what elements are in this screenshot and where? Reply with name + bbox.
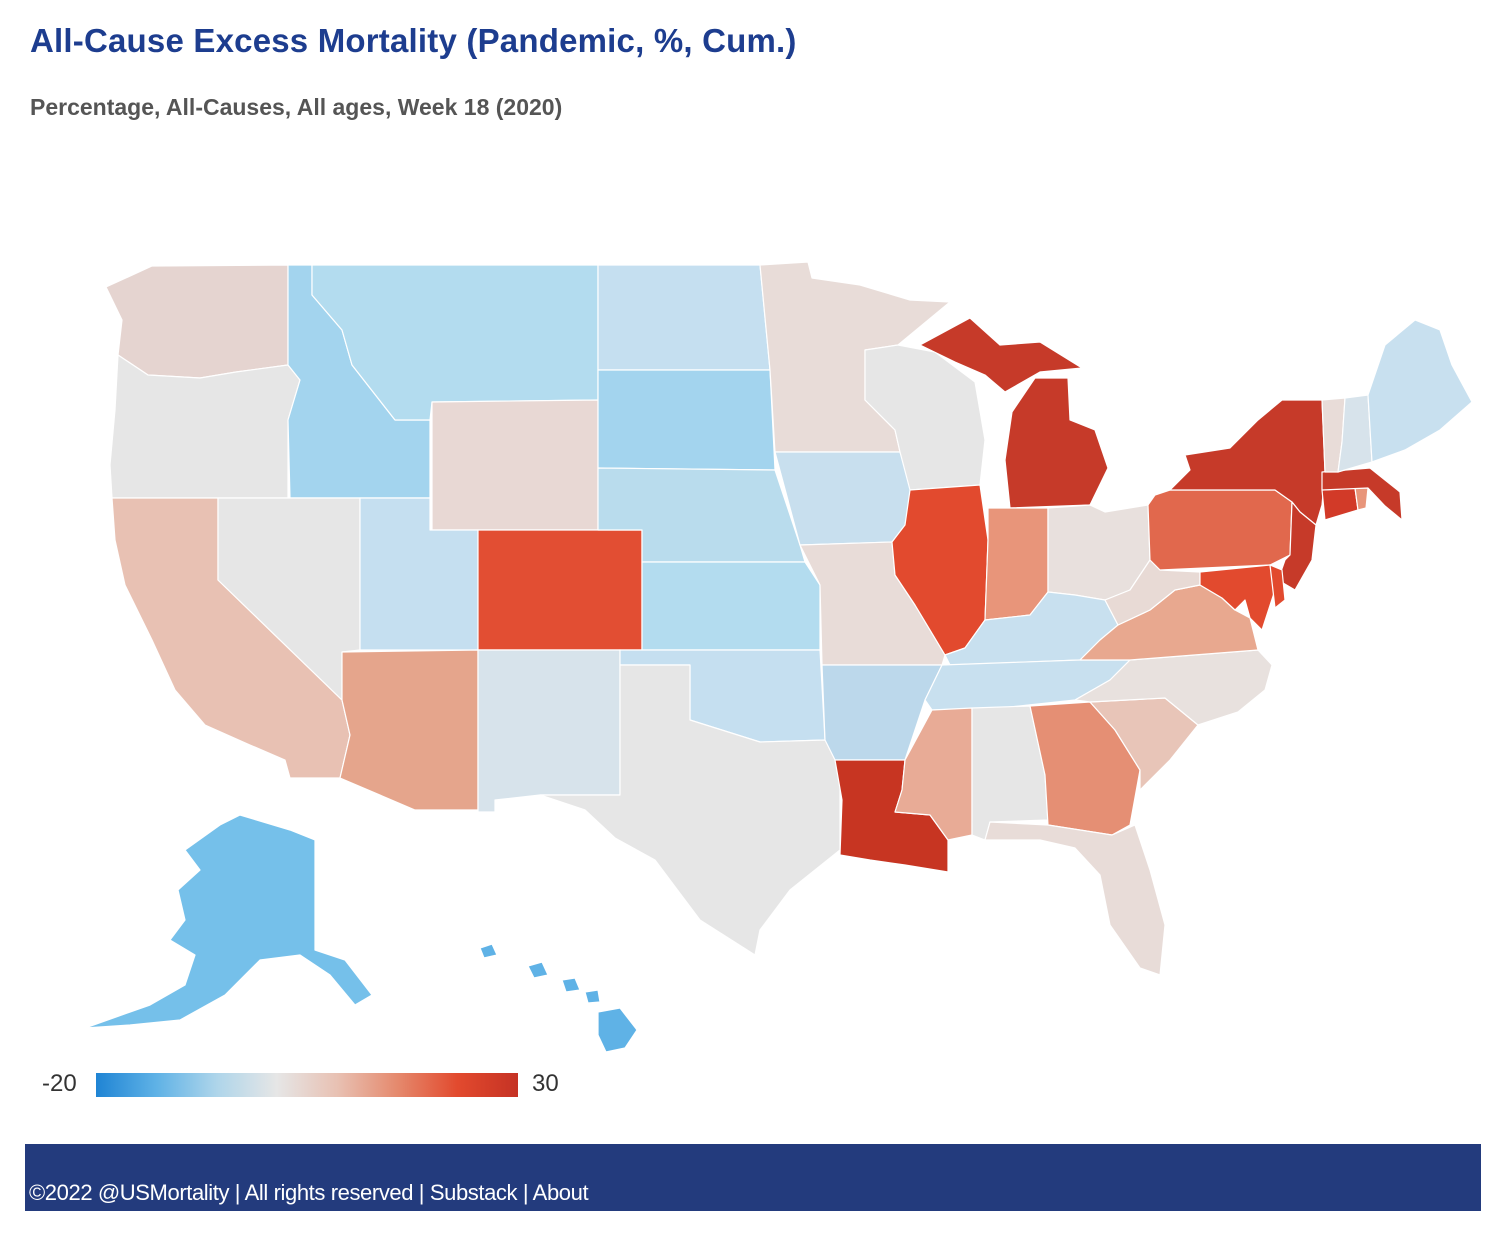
footer-copyright: ©2022 @USMortality — [29, 1180, 230, 1205]
footer-separator: | — [517, 1180, 533, 1205]
state-wa[interactable] — [105, 264, 289, 379]
state-az[interactable] — [339, 649, 479, 811]
page-title: All-Cause Excess Mortality (Pandemic, %,… — [30, 22, 797, 59]
state-tx[interactable] — [539, 664, 841, 956]
legend-gradient-bar — [96, 1073, 518, 1097]
state-hi[interactable] — [479, 943, 638, 1053]
state-nj[interactable] — [1277, 501, 1317, 591]
state-nm[interactable] — [477, 649, 621, 813]
legend-max-label: 30 — [532, 1070, 559, 1097]
legend-color-scale — [96, 1073, 518, 1097]
state-ks[interactable] — [641, 561, 821, 651]
state-co[interactable] — [477, 529, 643, 651]
state-nh[interactable] — [1337, 394, 1373, 473]
state-sd[interactable] — [597, 369, 776, 471]
state-wy[interactable] — [431, 399, 599, 531]
page-subtitle: Percentage, All-Causes, All ages, Week 1… — [30, 94, 563, 120]
state-pa[interactable] — [1147, 489, 1293, 571]
state-ma[interactable] — [1321, 467, 1403, 521]
state-ri[interactable] — [1354, 487, 1369, 511]
state-ct[interactable] — [1321, 487, 1359, 521]
state-nc[interactable] — [1074, 649, 1273, 726]
footer-text: ©2022 @USMortality | All rights reserved… — [29, 1180, 589, 1206]
state-mi[interactable] — [919, 317, 1109, 509]
state-de[interactable] — [1269, 564, 1286, 609]
footer-about-link[interactable]: About — [532, 1180, 589, 1205]
footer: ©2022 @USMortality | All rights reserved… — [25, 1144, 1481, 1211]
legend-min-label: -20 — [42, 1070, 77, 1097]
state-ak[interactable] — [84, 814, 373, 1029]
state-fl[interactable] — [984, 821, 1166, 976]
state-nd[interactable] — [597, 264, 771, 371]
footer-separator: | — [229, 1180, 245, 1205]
footer-separator: | — [413, 1180, 430, 1205]
footer-rights: All rights reserved — [244, 1180, 414, 1205]
state-me[interactable] — [1367, 319, 1473, 463]
footer-substack-link[interactable]: Substack — [429, 1180, 518, 1205]
